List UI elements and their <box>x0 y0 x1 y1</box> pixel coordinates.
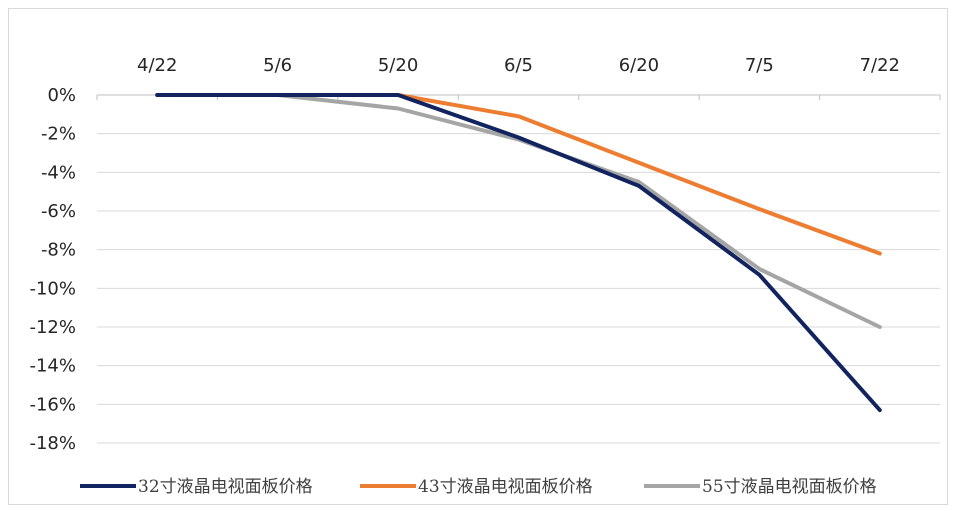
y-tick-label: -14% <box>29 356 76 377</box>
x-tick-label: 7/22 <box>860 55 900 76</box>
y-tick-label: -12% <box>29 317 76 338</box>
series-line-1 <box>155 93 882 413</box>
x-tick-label: 5/20 <box>378 55 418 76</box>
x-tick-label: 4/22 <box>137 55 177 76</box>
y-tick-label: -4% <box>41 162 76 183</box>
series-line-2 <box>155 93 882 256</box>
x-tick-label: 6/5 <box>504 55 533 76</box>
chart-frame <box>8 8 948 505</box>
y-tick-label: 0% <box>47 85 76 106</box>
y-tick-label: -6% <box>41 201 76 222</box>
legend-label: 55寸液晶电视面板价格 <box>702 477 877 497</box>
legend: 32寸液晶电视面板价格 43寸液晶电视面板价格 55寸液晶电视面板价格 <box>80 477 877 497</box>
legend-label: 32寸液晶电视面板价格 <box>138 477 313 497</box>
x-tick-labels: 4/22 5/6 5/20 6/5 6/20 7/5 7/22 <box>137 55 900 76</box>
y-tick-label: -18% <box>29 433 76 454</box>
y-tick-label: -8% <box>41 240 76 261</box>
series-lines <box>155 93 882 413</box>
x-tick-label: 5/6 <box>263 55 292 76</box>
x-tick-label: 6/20 <box>619 55 659 76</box>
y-tick-label: -16% <box>29 394 76 415</box>
gridlines <box>97 133 940 444</box>
y-tick-label: -2% <box>41 124 76 145</box>
legend-label: 43寸液晶电视面板价格 <box>418 477 593 497</box>
y-tick-label: -10% <box>29 278 76 299</box>
y-tick-labels: 0% -2% -4% -6% -8% -10% -12% -14% -16% -18% <box>29 85 76 454</box>
x-tick-label: 7/5 <box>745 55 774 76</box>
